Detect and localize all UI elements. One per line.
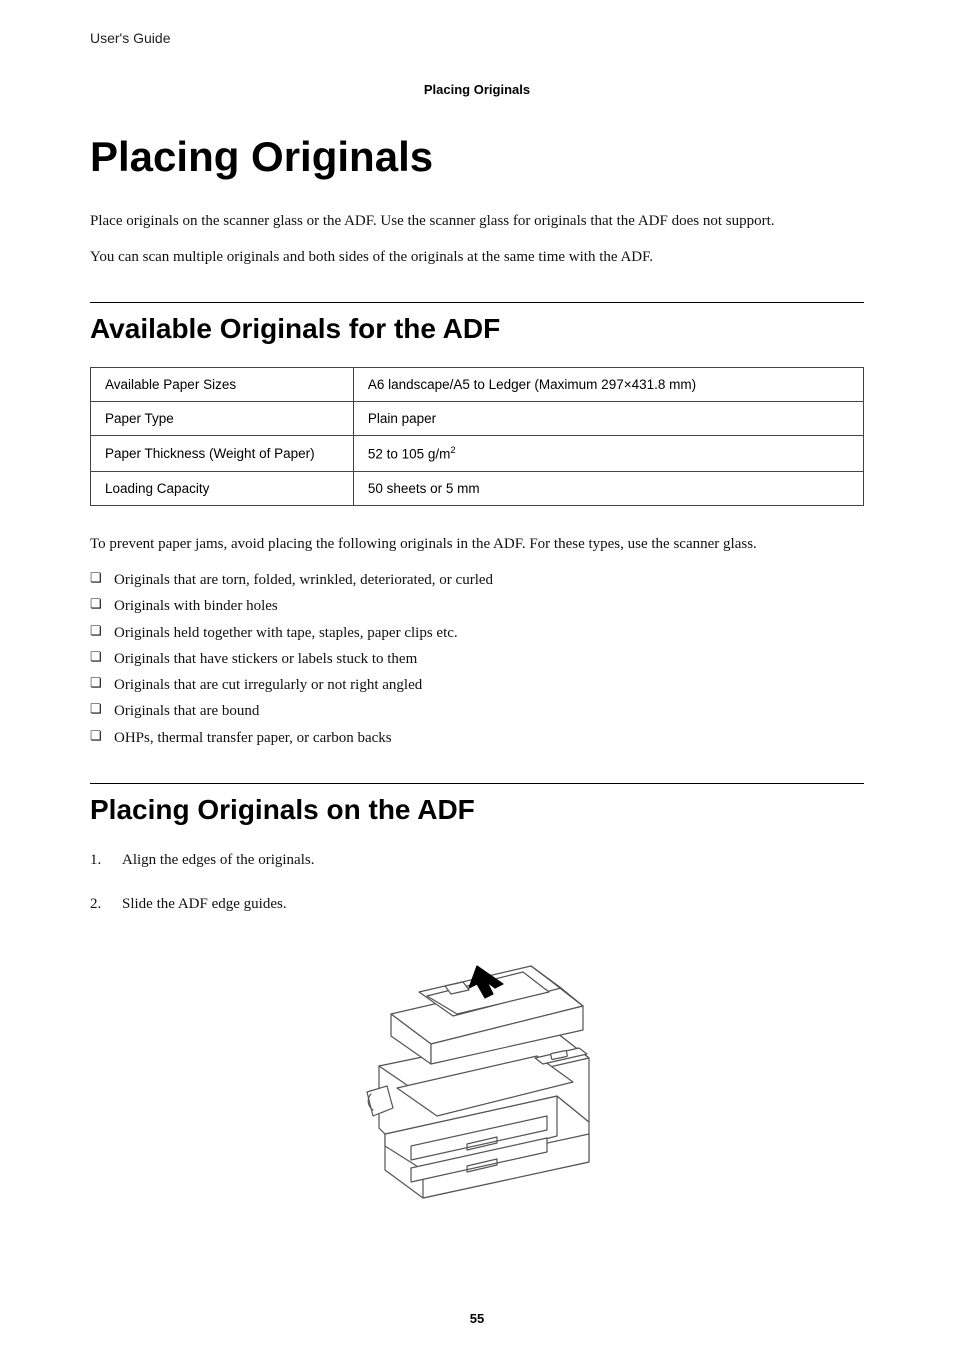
- adf-avoid-list: Originals that are torn, folded, wrinkle…: [90, 567, 864, 751]
- table-row: Available Paper Sizes A6 landscape/A5 to…: [91, 368, 864, 402]
- table-row: Paper Type Plain paper: [91, 402, 864, 436]
- spec-label: Loading Capacity: [91, 471, 354, 505]
- adf-warning-note: To prevent paper jams, avoid placing the…: [90, 532, 864, 558]
- breadcrumb-section: Placing Originals: [90, 82, 864, 97]
- section-heading-placing: Placing Originals on the ADF: [90, 794, 864, 826]
- intro-paragraph-1: Place originals on the scanner glass or …: [90, 209, 864, 235]
- list-item: Originals that have stickers or labels s…: [90, 646, 864, 672]
- table-row: Paper Thickness (Weight of Paper) 52 to …: [91, 436, 864, 472]
- section-divider: [90, 302, 864, 303]
- intro-paragraph-2: You can scan multiple originals and both…: [90, 245, 864, 271]
- spec-label: Paper Type: [91, 402, 354, 436]
- spec-value: 50 sheets or 5 mm: [353, 471, 863, 505]
- section-heading-available: Available Originals for the ADF: [90, 313, 864, 345]
- spec-label: Paper Thickness (Weight of Paper): [91, 436, 354, 472]
- section-divider: [90, 783, 864, 784]
- list-item: Originals with binder holes: [90, 593, 864, 619]
- spec-table: Available Paper Sizes A6 landscape/A5 to…: [90, 367, 864, 506]
- list-item: Originals that are torn, folded, wrinkle…: [90, 567, 864, 593]
- printer-illustration: [327, 936, 627, 1206]
- list-item: Originals that are cut irregularly or no…: [90, 672, 864, 698]
- header-guide-label: User's Guide: [90, 30, 864, 46]
- step-list: Align the edges of the originals. Slide …: [90, 848, 864, 916]
- page-title: Placing Originals: [90, 133, 864, 181]
- page-number: 55: [0, 1311, 954, 1326]
- spec-value: A6 landscape/A5 to Ledger (Maximum 297×4…: [353, 368, 863, 402]
- list-item: Originals held together with tape, stapl…: [90, 620, 864, 646]
- step-item: Slide the ADF edge guides.: [90, 892, 864, 916]
- step-item: Align the edges of the originals.: [90, 848, 864, 872]
- spec-value: Plain paper: [353, 402, 863, 436]
- list-item: Originals that are bound: [90, 698, 864, 724]
- spec-label: Available Paper Sizes: [91, 368, 354, 402]
- list-item: OHPs, thermal transfer paper, or carbon …: [90, 725, 864, 751]
- spec-value: 52 to 105 g/m2: [353, 436, 863, 472]
- table-row: Loading Capacity 50 sheets or 5 mm: [91, 471, 864, 505]
